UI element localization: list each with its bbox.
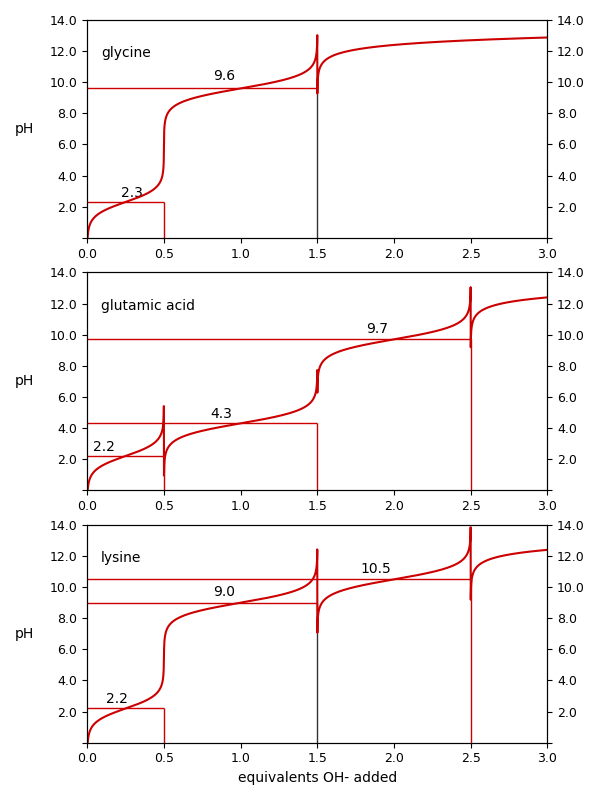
Y-axis label: pH: pH bbox=[15, 122, 34, 136]
Text: 10.5: 10.5 bbox=[360, 562, 391, 576]
Y-axis label: pH: pH bbox=[15, 627, 34, 641]
Text: 9.6: 9.6 bbox=[213, 69, 235, 83]
X-axis label: equivalents OH- added: equivalents OH- added bbox=[238, 771, 397, 785]
Text: 9.0: 9.0 bbox=[213, 586, 235, 599]
Text: 2.3: 2.3 bbox=[121, 186, 143, 199]
Text: 2.2: 2.2 bbox=[106, 692, 128, 706]
Text: 2.2: 2.2 bbox=[94, 439, 115, 454]
Text: 9.7: 9.7 bbox=[367, 322, 388, 336]
Y-axis label: pH: pH bbox=[15, 374, 34, 388]
Text: 4.3: 4.3 bbox=[210, 407, 232, 421]
Text: glycine: glycine bbox=[101, 46, 151, 60]
Text: lysine: lysine bbox=[101, 551, 142, 565]
Text: glutamic acid: glutamic acid bbox=[101, 298, 195, 313]
